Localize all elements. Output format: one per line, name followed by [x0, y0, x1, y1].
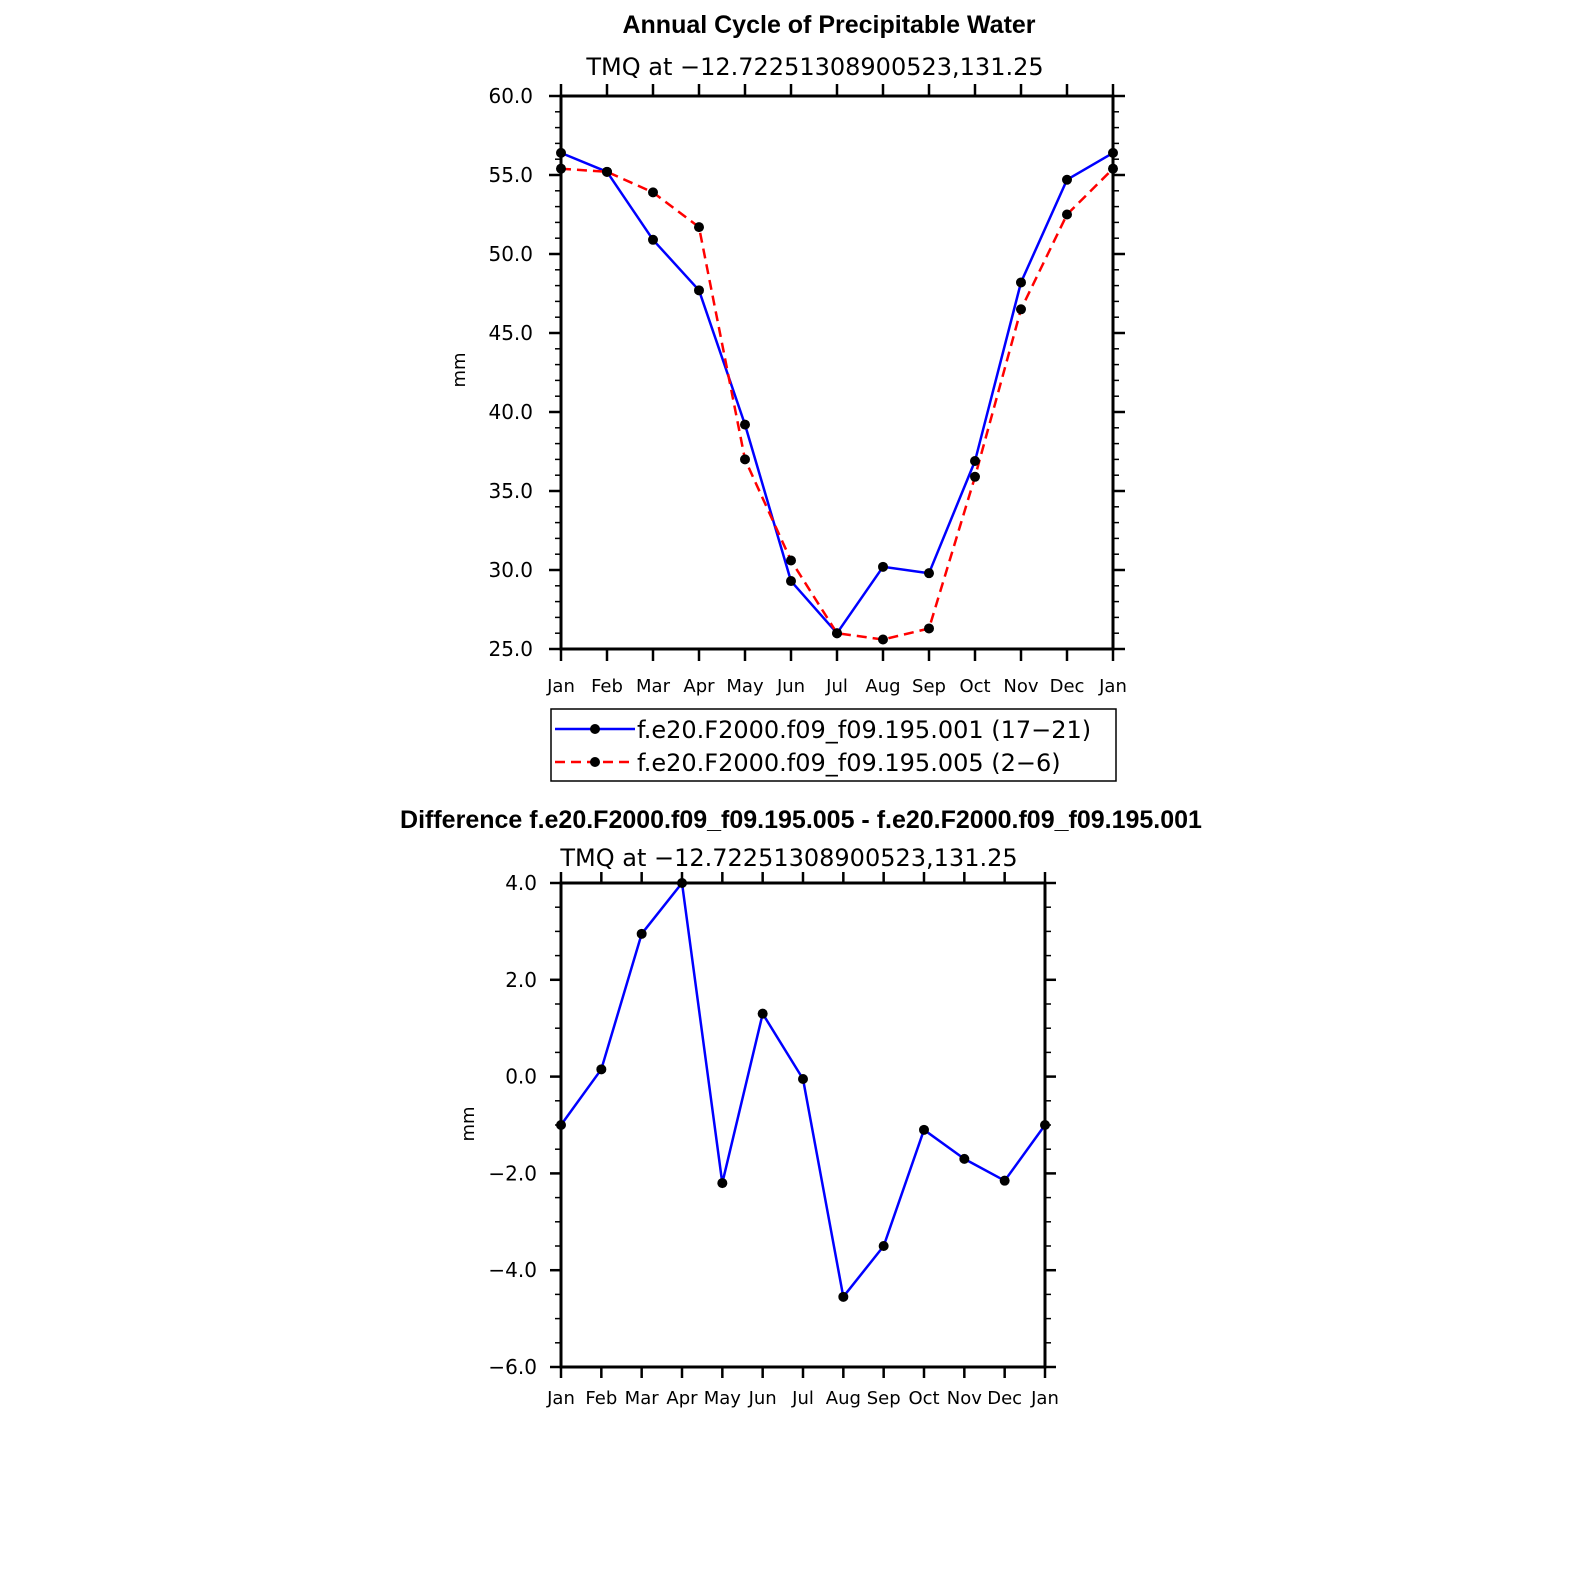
y-axis-label: mm — [458, 1106, 479, 1141]
series-line-1 — [559, 881, 1047, 1299]
series-1-point — [694, 285, 704, 296]
chart-title: Difference f.e20.F2000.f09_f09.195.005 -… — [400, 806, 1202, 834]
x-tick-label: Mar — [625, 1388, 660, 1409]
y-tick-label: −6.0 — [488, 1355, 537, 1379]
y-tick-label: 45.0 — [488, 321, 533, 345]
series-1-point — [556, 147, 566, 158]
series-1-point — [740, 419, 750, 430]
series-2-point — [1062, 209, 1072, 220]
series-1-point — [798, 1074, 808, 1085]
x-tick-label: Nov — [947, 1388, 982, 1409]
x-tick-label: Jul — [791, 1388, 814, 1409]
series-1-point — [1040, 1120, 1050, 1130]
x-tick-label: Apr — [666, 1388, 698, 1409]
y-tick-label: −4.0 — [488, 1258, 537, 1282]
y-tick-label: −2.0 — [488, 1161, 537, 1185]
series-1-point — [636, 928, 647, 939]
series-2-point — [1016, 304, 1026, 315]
series-1-point — [757, 1008, 768, 1019]
y-tick-label: 0.0 — [505, 1065, 537, 1089]
series-2-point — [602, 166, 612, 177]
series-2-point — [924, 623, 934, 634]
series-1-point — [1108, 147, 1118, 158]
y-axis-label: mm — [449, 352, 470, 387]
series-1-point — [596, 1064, 607, 1075]
x-tick-label: Sep — [912, 676, 946, 697]
x-tick-label: Jan — [1030, 1388, 1059, 1409]
series-1-point — [878, 561, 888, 572]
annual-cycle-chart: Annual Cycle of Precipitable Water TMQ a… — [449, 11, 1127, 782]
x-tick-label: Jul — [825, 676, 848, 697]
series-1-point — [919, 1124, 929, 1135]
series-2-point — [970, 471, 980, 482]
x-tick-label: Jan — [1098, 676, 1127, 697]
series-1-point — [999, 1175, 1010, 1186]
legend: f.e20.F2000.f09_f09.195.001 (17−21) f.e2… — [550, 708, 1117, 782]
y-tick-label: 55.0 — [488, 163, 533, 187]
difference-chart: Difference f.e20.F2000.f09_f09.195.005 -… — [400, 806, 1202, 1409]
series-line-2 — [560, 167, 1114, 641]
plot-frame — [559, 94, 1115, 651]
x-tick-label: Apr — [683, 676, 715, 697]
legend-marker-series-1 — [590, 724, 600, 734]
series-1-point — [924, 568, 934, 579]
x-tick-label: Oct — [959, 676, 990, 697]
series-1-point — [970, 455, 980, 466]
legend-box — [550, 708, 1117, 782]
series-2-point — [648, 187, 658, 198]
y-tick-label: 50.0 — [488, 242, 533, 266]
series-2-point — [1108, 163, 1118, 174]
x-tick-label: Jan — [546, 1388, 575, 1409]
series-1-point — [717, 1178, 728, 1189]
x-tick-label: May — [726, 676, 764, 697]
series-1-point — [677, 878, 687, 888]
y-tick-label: 4.0 — [505, 871, 537, 895]
x-tick-label: Aug — [826, 1388, 861, 1409]
series-line-1 — [560, 151, 1114, 635]
x-tick-label: Aug — [865, 676, 900, 697]
x-tick-label: Feb — [591, 676, 623, 697]
series-1-point — [556, 1120, 566, 1130]
x-tick-label: May — [704, 1388, 742, 1409]
series-2-point — [694, 222, 704, 233]
plot-frame — [559, 881, 1047, 1369]
y-tick-label: 30.0 — [488, 558, 533, 582]
x-tick-label: Nov — [1003, 676, 1038, 697]
series-1-point — [1016, 277, 1026, 288]
chart-subtitle: TMQ at −12.72251308900523,131.25 — [585, 53, 1043, 81]
chart-subtitle: TMQ at −12.72251308900523,131.25 — [559, 844, 1017, 872]
series-2-point — [786, 555, 796, 566]
x-tick-label: Jan — [546, 676, 575, 697]
x-tick-label: Mar — [636, 676, 671, 697]
y-tick-label: 2.0 — [505, 968, 537, 992]
legend-marker-series-2 — [590, 757, 600, 767]
x-tick-label: Dec — [987, 1388, 1022, 1409]
y-tick-label: 25.0 — [488, 637, 533, 661]
x-tick-label: Oct — [908, 1388, 939, 1409]
series-2-point — [556, 163, 566, 174]
series-1-point — [878, 1241, 889, 1251]
series-1-point — [1062, 174, 1072, 185]
y-tick-label: 40.0 — [488, 400, 533, 424]
series-1-point — [786, 576, 796, 587]
series-2-point — [878, 634, 888, 645]
legend-label-series-1: f.e20.F2000.f09_f09.195.001 (17−21) — [637, 716, 1091, 744]
legend-label-series-2: f.e20.F2000.f09_f09.195.005 (2−6) — [637, 749, 1061, 777]
x-tick-label: Sep — [867, 1388, 901, 1409]
y-tick-label: 60.0 — [488, 84, 533, 108]
series-2-point — [740, 454, 750, 465]
y-tick-label: 35.0 — [488, 479, 533, 503]
series-1-point — [959, 1153, 970, 1164]
x-tick-label: Jun — [748, 1388, 777, 1409]
chart-title: Annual Cycle of Precipitable Water — [622, 11, 1035, 39]
series-2-point — [832, 628, 842, 639]
series-1-point — [648, 234, 658, 245]
x-tick-label: Jun — [776, 676, 805, 697]
x-tick-label: Feb — [585, 1388, 617, 1409]
series-1-point — [838, 1291, 849, 1302]
x-tick-label: Dec — [1050, 676, 1085, 697]
